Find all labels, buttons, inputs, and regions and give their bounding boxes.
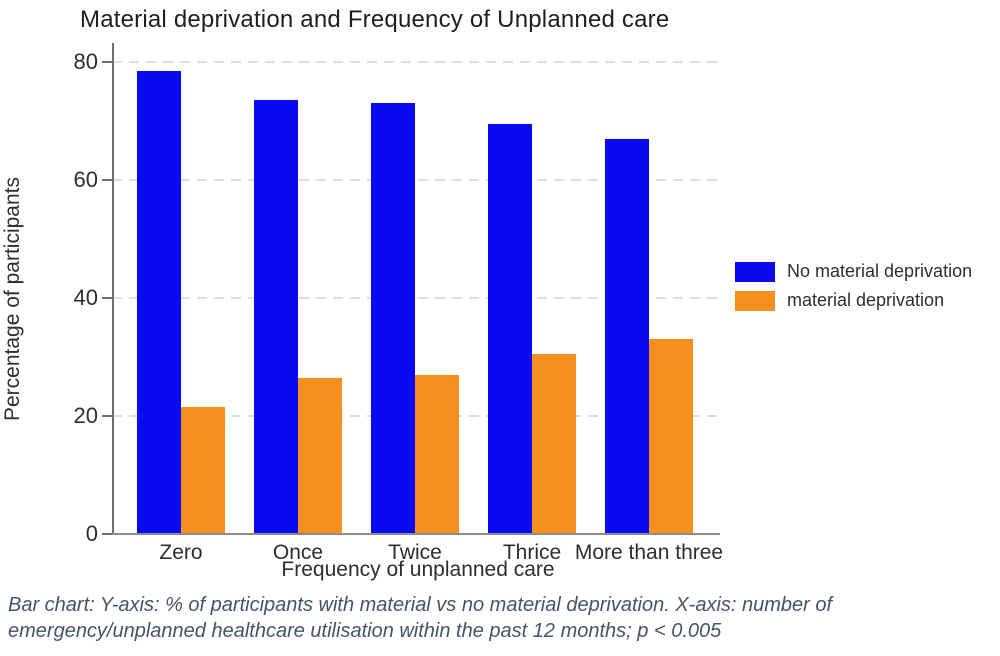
y-tick-label-40: 40 xyxy=(73,285,98,310)
bar-material-deprivation-once xyxy=(298,377,342,534)
x-axis-line xyxy=(112,533,720,535)
bar-material-deprivation-more-than-three xyxy=(649,339,693,534)
bar-material-deprivation-twice xyxy=(415,374,459,534)
y-tick-label-60: 60 xyxy=(73,167,98,192)
y-axis-title: Percentage of participants xyxy=(1,177,24,421)
bar-no-material-deprivation-more-than-three xyxy=(605,138,649,534)
legend-swatch-blue xyxy=(735,261,775,282)
y-tick-label-80: 80 xyxy=(73,49,98,74)
y-tick-label-20: 20 xyxy=(73,403,98,428)
y-tick-40 xyxy=(102,297,112,299)
chart-title: Material deprivation and Frequency of Un… xyxy=(80,6,670,33)
x-tick-label-zero: Zero xyxy=(159,541,203,564)
bar-no-material-deprivation-thrice xyxy=(488,123,532,534)
x-axis-title: Frequency of unplanned care xyxy=(281,558,555,581)
x-tick-label-thrice: Thrice xyxy=(502,541,562,564)
caption-line-1: Bar chart: Y-axis: % of participants wit… xyxy=(8,594,833,616)
gridline-40 xyxy=(112,297,719,299)
figure-caption: Bar chart: Y-axis: % of participants wit… xyxy=(8,592,988,645)
legend-swatch-orange xyxy=(735,290,775,311)
legend-item-no-material-deprivation: No material deprivation xyxy=(735,261,972,282)
y-tick-0 xyxy=(102,533,112,535)
x-tick-label-once: Once xyxy=(272,541,324,564)
y-tick-label-0: 0 xyxy=(85,521,98,546)
y-axis-line xyxy=(112,43,114,535)
x-tick-label-twice: Twice xyxy=(388,541,442,564)
y-tick-60 xyxy=(102,179,112,181)
legend: No material deprivation material depriva… xyxy=(735,261,972,319)
bar-material-deprivation-thrice xyxy=(532,354,576,534)
bar-no-material-deprivation-zero xyxy=(137,70,181,534)
gridline-60 xyxy=(112,179,719,181)
caption-line-2: emergency/unplanned healthcare utilisati… xyxy=(8,620,722,643)
y-tick-80 xyxy=(102,61,112,63)
gridline-80 xyxy=(112,61,719,63)
bar-no-material-deprivation-once xyxy=(254,100,298,534)
legend-label: material deprivation xyxy=(787,290,945,310)
bar-no-material-deprivation-twice xyxy=(371,103,415,534)
y-tick-20 xyxy=(102,415,112,417)
legend-item-material-deprivation: material deprivation xyxy=(735,290,972,311)
legend-label: No material deprivation xyxy=(787,261,973,281)
bar-material-deprivation-zero xyxy=(181,407,225,534)
x-tick-label-more-than-three: More than three xyxy=(574,541,724,564)
